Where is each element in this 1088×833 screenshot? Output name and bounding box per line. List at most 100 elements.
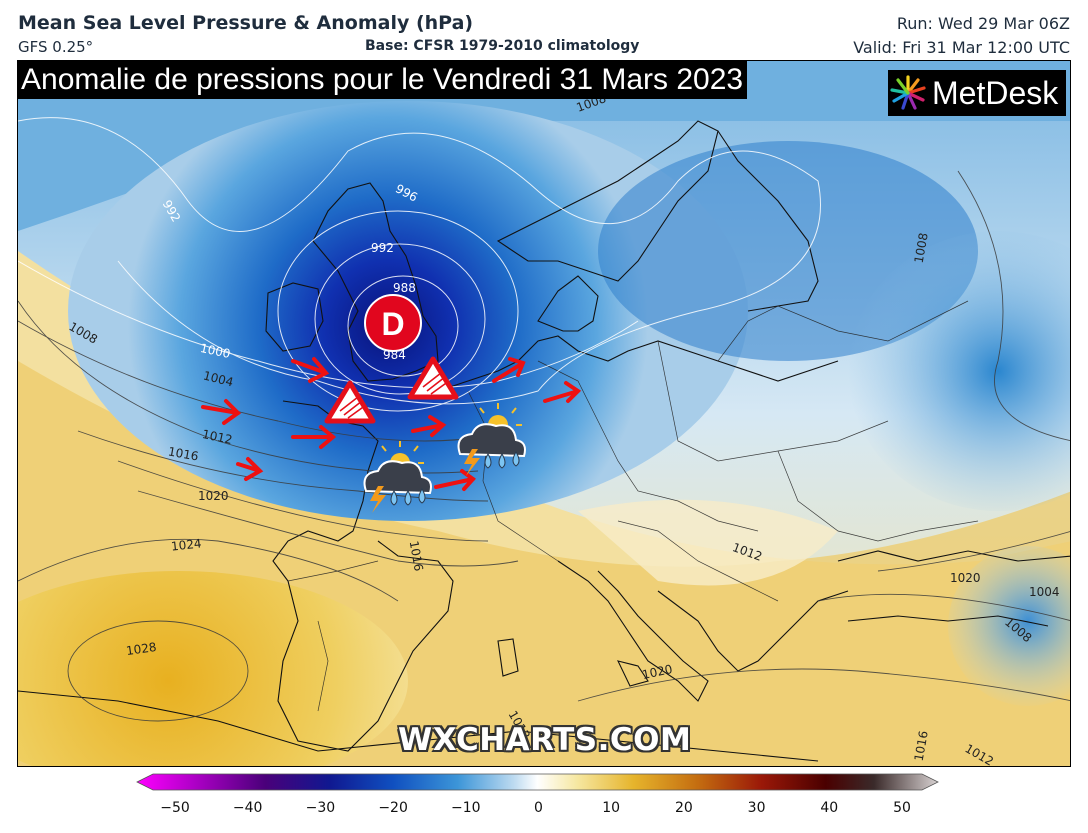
isobar-label: 1020	[198, 489, 229, 503]
central-europe-neutral	[578, 499, 838, 586]
lightning-bolt	[370, 486, 386, 513]
border-ukraine	[777, 450, 979, 542]
scandinavia-coast	[496, 120, 719, 282]
colorbar-tick-label: 50	[893, 800, 911, 816]
isobar-1020-east	[877, 531, 1070, 572]
low-center-label: D	[381, 306, 404, 342]
baltic-coast	[717, 130, 819, 312]
headline-banner: Anomalie de pressions pour le Vendredi 3…	[17, 61, 748, 99]
isobar-1012-east	[817, 593, 1070, 621]
isobar-1024	[18, 538, 399, 602]
colorbar-tick-label: −30	[305, 800, 336, 816]
warning-wind-lines-2	[422, 372, 450, 395]
isobar-label: 1004	[1029, 585, 1060, 599]
storm-cloud	[457, 423, 526, 458]
north-africa-coast	[18, 690, 819, 762]
metdesk-logo-text: MetDesk	[932, 74, 1059, 111]
map-canvas: D	[18, 61, 1070, 766]
low-center-marker: D	[364, 294, 422, 352]
isobar-988	[314, 243, 486, 395]
isobar-1000	[18, 260, 639, 389]
high-pressure-core	[18, 571, 408, 766]
isobar-1028	[67, 620, 249, 722]
wind-arrow-8	[434, 469, 476, 491]
rain-drops	[484, 451, 520, 469]
isobar-label: 1020	[950, 571, 981, 585]
border-belarus	[717, 300, 969, 362]
isobar-984	[347, 275, 459, 377]
border-austria-hungary	[617, 520, 779, 602]
france-iberia-coast	[272, 400, 454, 752]
isobar-1012	[77, 430, 489, 502]
turkey-anomaly	[948, 546, 1070, 706]
low-center-circle	[364, 294, 422, 352]
wind-arrow-5	[411, 415, 447, 437]
great-britain-coast	[312, 182, 439, 382]
chart-title: Mean Sea Level Pressure & Anomaly (hPa)	[18, 12, 474, 34]
colorbar-tick-label: −10	[451, 800, 481, 816]
isobar-lines-low	[18, 117, 821, 412]
isobar-lines-high	[18, 170, 1070, 722]
wind-arrow-icon	[201, 357, 582, 491]
warning-wind-lines-1	[339, 396, 367, 419]
thunderstorm-rain-icon	[457, 403, 526, 476]
isobar-label: 992	[371, 241, 394, 255]
run-time-label: Run: Wed 29 Mar 06Z	[896, 14, 1070, 33]
anomaly-colorbar	[136, 773, 939, 791]
isobar-1020-south	[577, 668, 1070, 702]
model-label: GFS 0.25°	[18, 38, 94, 56]
colorbar-tick-label: 0	[534, 800, 543, 816]
colorbar-tick-label: 10	[602, 800, 621, 816]
wind-arrow-1	[201, 399, 242, 425]
isobar-label: 988	[393, 281, 416, 295]
sun-rays	[479, 403, 522, 426]
wind-arrow-4	[236, 457, 264, 481]
border-poland	[657, 340, 889, 462]
colorbar-tick-label: −20	[378, 800, 408, 816]
sun-rays	[381, 441, 424, 464]
wind-warning-icon	[407, 356, 459, 400]
isobar-1008-east	[957, 170, 1070, 441]
italy-coast	[557, 560, 709, 702]
isobar-1004	[18, 320, 489, 442]
colorbar-tick-label: −50	[160, 800, 190, 816]
border-germany	[537, 360, 759, 532]
balkans-coast	[657, 590, 849, 672]
wind-warning-icon	[324, 380, 376, 424]
isobar-992-inner	[277, 210, 519, 412]
sardinia-coast	[497, 638, 519, 677]
metdesk-logo: MetDesk	[888, 70, 1066, 116]
wind-arrow-7	[543, 381, 582, 403]
colorbar-tick-label: 20	[674, 800, 693, 816]
wind-arrow-6	[492, 357, 526, 383]
colorbar-tick-label: 40	[820, 800, 839, 816]
north-blue-area	[18, 61, 1070, 231]
wind-arrows	[201, 357, 582, 491]
lightning-bolt	[464, 449, 480, 476]
pressure-anomaly-map: D 992 996 992 988 984 1000 1004 1008 101…	[17, 60, 1071, 767]
border-portugal	[317, 620, 329, 712]
coastlines	[18, 120, 1070, 762]
colorbar-gradient	[136, 773, 939, 791]
country-borders	[287, 300, 979, 712]
isobar-1016	[117, 460, 489, 542]
wxcharts-watermark: WXCHARTS.COM	[398, 722, 692, 758]
rain-drops	[390, 488, 426, 506]
storm-cloud	[363, 460, 432, 495]
isobar-996	[18, 117, 821, 405]
denmark-coast	[537, 275, 599, 332]
east-anomaly	[848, 231, 1070, 511]
sicily-coast	[616, 660, 649, 687]
base-climatology-label: Base: CFSR 1979-2010 climatology	[365, 38, 640, 54]
wind-arrow-2	[291, 357, 330, 383]
metdesk-starburst-icon	[890, 75, 926, 110]
colorbar-tick-label: −40	[232, 800, 263, 816]
colorbar-tick-label: 30	[747, 800, 766, 816]
black-sea-north-coast	[837, 550, 1070, 562]
turkey-north-coast	[847, 615, 1049, 627]
isobar-1020	[137, 490, 519, 567]
thunderstorm-rain-icon	[363, 441, 432, 513]
isobar-label: 984	[383, 348, 406, 362]
wind-arrow-3	[291, 425, 337, 449]
valid-time-label: Valid: Fri 31 Mar 12:00 UTC	[853, 38, 1070, 57]
